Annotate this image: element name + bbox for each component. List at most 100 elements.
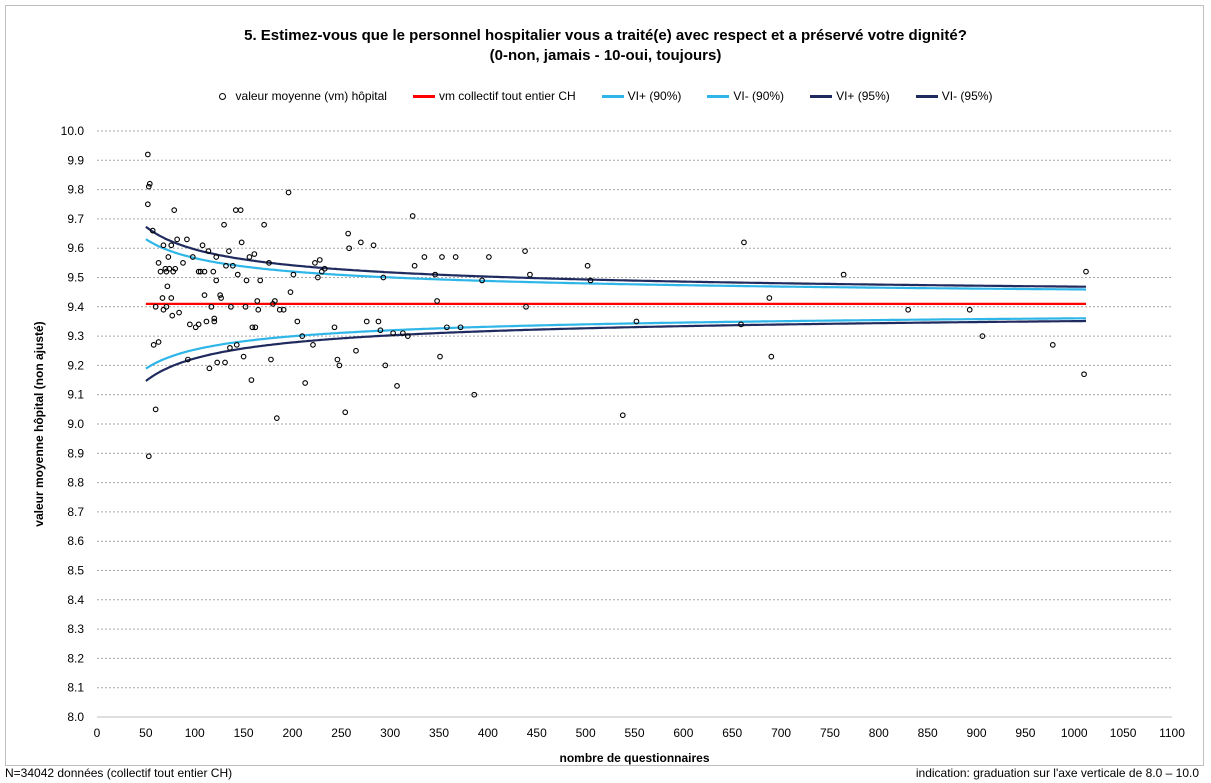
y-tick-label: 9.3 bbox=[67, 329, 84, 343]
x-tick-label: 50 bbox=[139, 726, 153, 740]
limit-curve-upper-95 bbox=[145, 225, 1086, 288]
data-point bbox=[486, 254, 492, 260]
x-axis-title: nombre de questionnaires bbox=[559, 751, 709, 765]
data-point bbox=[1049, 342, 1056, 348]
data-point bbox=[345, 230, 352, 237]
data-point bbox=[254, 298, 261, 304]
y-tick-label: 9.7 bbox=[67, 212, 84, 226]
data-point bbox=[331, 324, 338, 331]
legend-item-hospital: valeur moyenne (vm) hôpital bbox=[218, 89, 387, 103]
chart-title: 5. Estimez-vous que le personnel hospita… bbox=[244, 27, 967, 44]
x-tick-label: 1000 bbox=[1061, 726, 1088, 740]
data-point bbox=[172, 265, 179, 272]
legend-swatch bbox=[412, 94, 435, 98]
data-point bbox=[437, 353, 443, 360]
x-tick-label: 450 bbox=[527, 726, 547, 740]
data-point bbox=[163, 268, 170, 275]
data-point bbox=[243, 277, 250, 284]
chart-subtitle: (0-non, jamais - 10-oui, toujours) bbox=[489, 47, 722, 64]
data-point bbox=[201, 292, 208, 298]
x-tick-label: 900 bbox=[967, 726, 987, 740]
data-point bbox=[168, 295, 175, 301]
data-point bbox=[203, 318, 210, 325]
data-point bbox=[738, 321, 744, 328]
y-tick-label: 8.9 bbox=[67, 446, 84, 460]
data-point bbox=[390, 330, 396, 337]
x-tick-label: 0 bbox=[94, 726, 101, 740]
data-point bbox=[432, 271, 438, 278]
y-tick-label: 10.0 bbox=[61, 124, 85, 138]
data-point bbox=[346, 245, 352, 252]
data-point bbox=[342, 409, 349, 416]
legend-swatch bbox=[915, 94, 938, 98]
data-point bbox=[249, 324, 256, 331]
limit-curve-lower-90 bbox=[145, 317, 1086, 370]
data-point bbox=[266, 260, 272, 266]
x-tick-label: 300 bbox=[380, 726, 400, 740]
data-point bbox=[213, 277, 220, 284]
data-point bbox=[218, 295, 224, 301]
y-tick-label: 8.4 bbox=[67, 593, 84, 607]
data-point bbox=[587, 277, 594, 284]
footer-note-left: N=34042 données (collectif tout entier C… bbox=[5, 766, 233, 780]
data-point bbox=[192, 324, 199, 331]
data-point bbox=[160, 242, 167, 249]
legend-swatch bbox=[707, 94, 730, 98]
data-point bbox=[268, 356, 274, 363]
y-tick-label: 9.9 bbox=[67, 153, 84, 167]
data-point bbox=[363, 318, 370, 325]
data-point bbox=[377, 327, 384, 334]
y-tick-label: 9.1 bbox=[67, 388, 84, 402]
legend-swatch bbox=[601, 94, 624, 98]
legend-label: VI- (95%) bbox=[941, 89, 993, 103]
legend-label: vm collectif tout entier CH bbox=[438, 89, 576, 103]
data-point bbox=[321, 265, 328, 272]
data-point bbox=[199, 242, 206, 249]
data-point bbox=[232, 207, 239, 213]
legend-item-vi-plus-90: VI+ (90%) bbox=[601, 89, 681, 103]
data-point bbox=[382, 362, 389, 369]
x-tick-label: 150 bbox=[234, 726, 254, 740]
legend-item-vi-minus-90: VI- (90%) bbox=[707, 89, 784, 103]
limit-curve-upper-90 bbox=[145, 238, 1086, 291]
data-point bbox=[527, 271, 533, 278]
x-tick-label: 800 bbox=[869, 726, 889, 740]
data-point bbox=[150, 342, 157, 348]
data-point bbox=[312, 260, 318, 266]
x-tick-label: 700 bbox=[771, 726, 791, 740]
y-tick-label: 8.3 bbox=[67, 622, 84, 636]
x-tick-label: 850 bbox=[918, 726, 938, 740]
data-point bbox=[174, 236, 180, 243]
data-point bbox=[159, 295, 166, 301]
data-point bbox=[619, 412, 626, 419]
data-point bbox=[251, 251, 258, 257]
data-point bbox=[222, 359, 228, 366]
data-point bbox=[409, 213, 416, 219]
data-point bbox=[149, 227, 156, 234]
data-point bbox=[471, 391, 478, 398]
y-tick-label: 9.6 bbox=[67, 241, 84, 255]
x-tick-label: 650 bbox=[722, 726, 742, 740]
data-point bbox=[310, 342, 316, 348]
data-point bbox=[248, 377, 255, 383]
x-tick-label: 350 bbox=[429, 726, 449, 740]
data-point bbox=[479, 277, 485, 284]
limit-curve-lower-95 bbox=[145, 319, 1086, 382]
data-point bbox=[162, 265, 169, 272]
data-point bbox=[272, 298, 278, 304]
y-tick-label: 9.2 bbox=[67, 358, 84, 372]
data-point bbox=[155, 339, 162, 345]
y-tick-label: 8.2 bbox=[67, 651, 84, 665]
data-point bbox=[353, 347, 359, 354]
data-point bbox=[195, 268, 202, 275]
data-point bbox=[145, 453, 152, 460]
x-tick-label: 950 bbox=[1015, 726, 1035, 740]
data-point bbox=[145, 183, 152, 190]
data-point bbox=[227, 344, 233, 351]
data-point bbox=[221, 221, 227, 228]
data-point bbox=[334, 356, 341, 363]
data-point bbox=[840, 271, 847, 278]
data-point bbox=[316, 257, 323, 263]
data-point bbox=[171, 207, 178, 213]
